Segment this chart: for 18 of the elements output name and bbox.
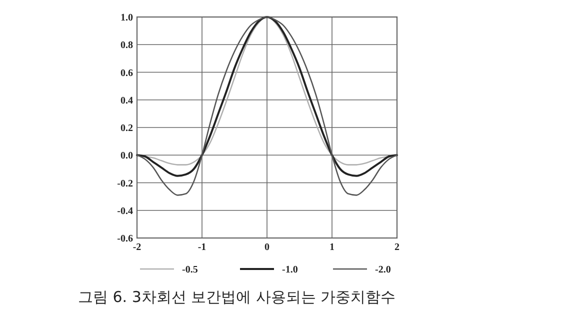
y-tick-label: 0.4 (120, 95, 133, 106)
y-tick-label: 0.0 (120, 150, 133, 162)
x-tick-label: 0 (264, 242, 270, 253)
y-tick-label: -0.4 (117, 206, 133, 217)
y-tick-label: 0.8 (120, 40, 133, 52)
x-tick-label: -1 (198, 242, 206, 253)
x-tick-label: 1 (330, 242, 334, 253)
caption: 그림 6. 3차회선 보간법에 사용되는 가중치함수 (78, 288, 396, 306)
y-tick-label: 1.0 (120, 12, 133, 24)
y-tick-label: -0.6 (117, 234, 133, 244)
y-tick-label: 0.2 (120, 123, 133, 134)
legend-label: -2.0 (375, 264, 391, 276)
x-tick-label: -2 (132, 242, 142, 253)
legend-label: -0.5 (182, 264, 198, 276)
x-tick-label: 2 (394, 242, 400, 253)
legend-label: -1.0 (282, 264, 298, 276)
y-tick-label: 0.6 (120, 68, 133, 79)
y-tick-label: -0.2 (117, 178, 133, 190)
